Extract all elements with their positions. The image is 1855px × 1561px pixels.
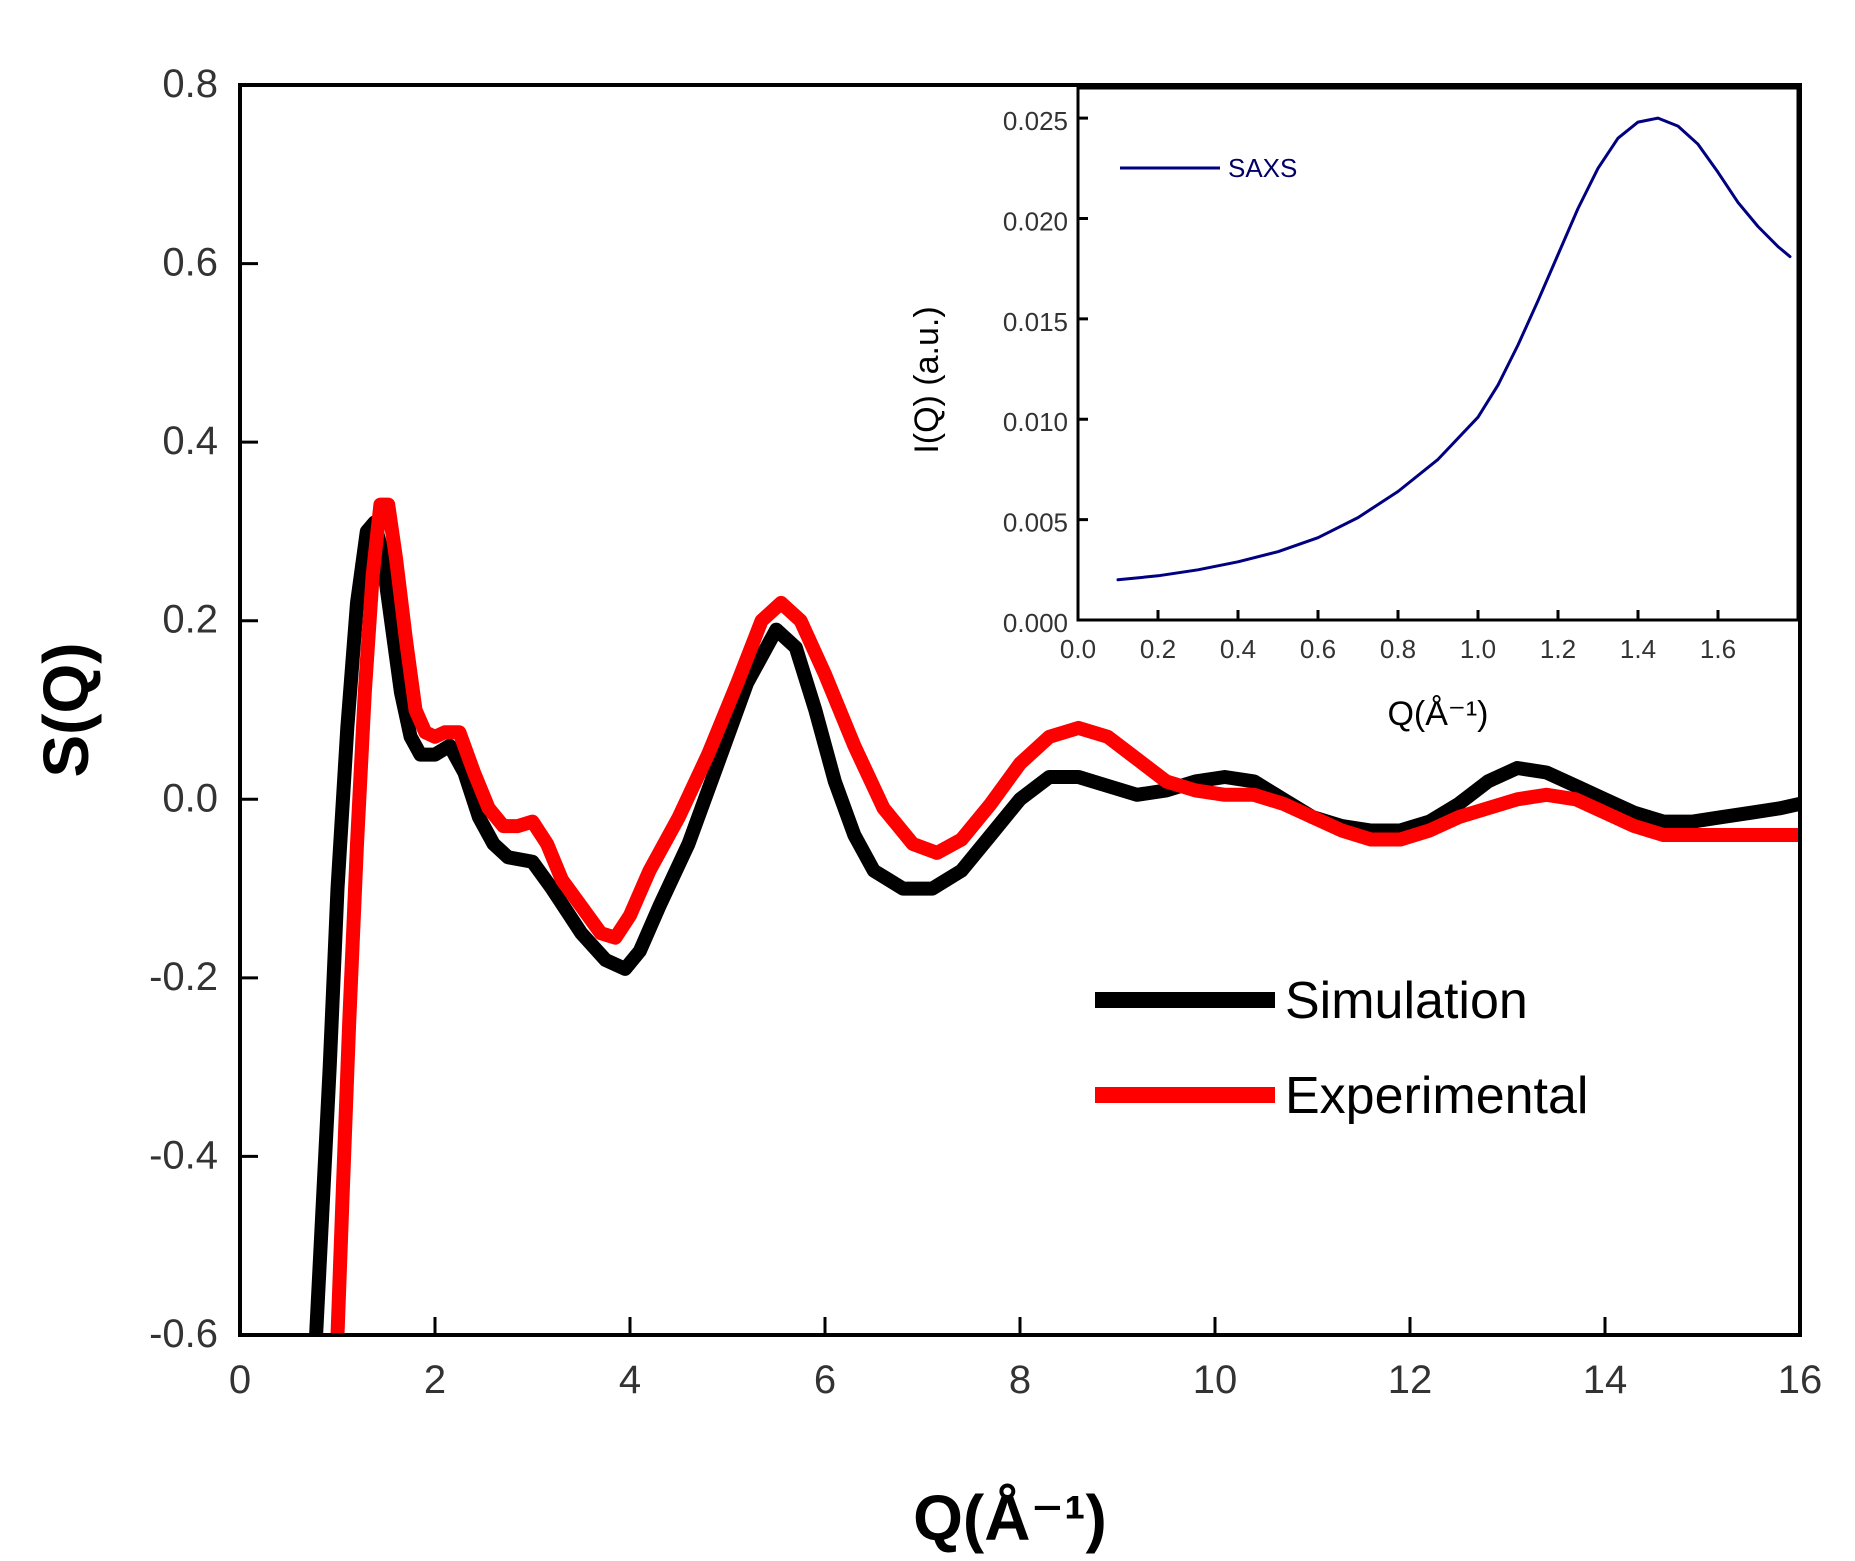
- main-plot: 0 2 4 6 8 10 12 14 16 -0.6-0.4-0.20.00.20.40.60.…: [30, 62, 1822, 1554]
- inset-plot: 0.0 0.2 0.4 0.6 0.8 1.0 1.2 1.4 1.6 0.0000.0050.…: [908, 86, 1800, 733]
- y-tick-label: 0.005: [1003, 508, 1068, 538]
- x-tick-label: 14: [1583, 1358, 1628, 1402]
- x-tick-label: 0.0: [1060, 634, 1096, 664]
- y-tick-label: 0.0: [162, 776, 218, 820]
- x-tick-label: 16: [1778, 1358, 1823, 1402]
- main-y-axis-title: S(Q): [30, 642, 102, 777]
- inset-y-axis-title: I(Q) (a.u.): [908, 306, 946, 453]
- legend-saxs-label: SAXS: [1228, 153, 1297, 183]
- inset-y-ticks: 0.000 0.005 0.010 0.015 0.020 0.025: [1003, 106, 1088, 638]
- main-x-axis-title: Q(Å⁻¹): [913, 1482, 1107, 1554]
- x-tick-label: 4: [619, 1358, 641, 1402]
- legend-experimental-label: Experimental: [1285, 1067, 1588, 1125]
- y-tick-label: 0.015: [1003, 307, 1068, 337]
- y-tick-label: -0.2: [149, 955, 218, 999]
- inset-x-axis-title: Q(Å⁻¹): [1387, 695, 1488, 733]
- inset-legend: SAXS: [1120, 153, 1297, 183]
- x-tick-label: 0: [229, 1358, 251, 1402]
- y-tick-label: 0.6: [162, 241, 218, 285]
- main-legend: Simulation Experimental: [1095, 972, 1588, 1125]
- x-tick-label: 8: [1009, 1358, 1031, 1402]
- x-tick-label: 12: [1388, 1358, 1433, 1402]
- x-tick-label: 1.0: [1460, 634, 1496, 664]
- x-tick-label: 6: [814, 1358, 836, 1402]
- y-tick-label: 0.020: [1003, 206, 1068, 236]
- x-tick-label: 1.2: [1540, 634, 1576, 664]
- y-tick-label: 0.2: [162, 598, 218, 642]
- y-tick-label: 0.010: [1003, 407, 1068, 437]
- series-line-saxs: [1116, 116, 1792, 582]
- series-line-simulation: [309, 515, 1800, 1335]
- x-tick-label: 1.4: [1620, 634, 1656, 664]
- x-tick-label: 0.8: [1380, 634, 1416, 664]
- main-x-ticks: 0 2 4 6 8 10 12 14 16: [229, 1317, 1822, 1402]
- y-tick-label: 0.000: [1003, 608, 1068, 638]
- x-tick-label: 0.4: [1220, 634, 1256, 664]
- legend-simulation-label: Simulation: [1285, 972, 1528, 1030]
- main-curves: [309, 497, 1800, 1335]
- main-y-ticks: -0.6 -0.4 -0.2 0.0 0.2 0.4 0.6 0.8: [149, 62, 258, 1356]
- y-tick-label: -0.6: [149, 1312, 218, 1356]
- y-tick-label: 0.025: [1003, 106, 1068, 136]
- inset-curves: [1116, 116, 1792, 582]
- y-tick-label: 0.8: [162, 62, 218, 106]
- x-tick-label: 0.6: [1300, 634, 1336, 664]
- x-tick-label: 2: [424, 1358, 446, 1402]
- y-tick-label: -0.4: [149, 1133, 218, 1177]
- x-tick-label: 10: [1193, 1358, 1238, 1402]
- x-tick-label: 0.2: [1140, 634, 1176, 664]
- inset-x-ticks: 0.0 0.2 0.4 0.6 0.8 1.0 1.2 1.4 1.6: [1060, 610, 1736, 664]
- x-tick-label: 1.6: [1700, 634, 1736, 664]
- inset-background: [1078, 88, 1798, 620]
- series-line-experimental: [330, 497, 1800, 1335]
- inset-plot-frame: [1076, 86, 1800, 622]
- y-tick-label: 0.4: [162, 419, 218, 463]
